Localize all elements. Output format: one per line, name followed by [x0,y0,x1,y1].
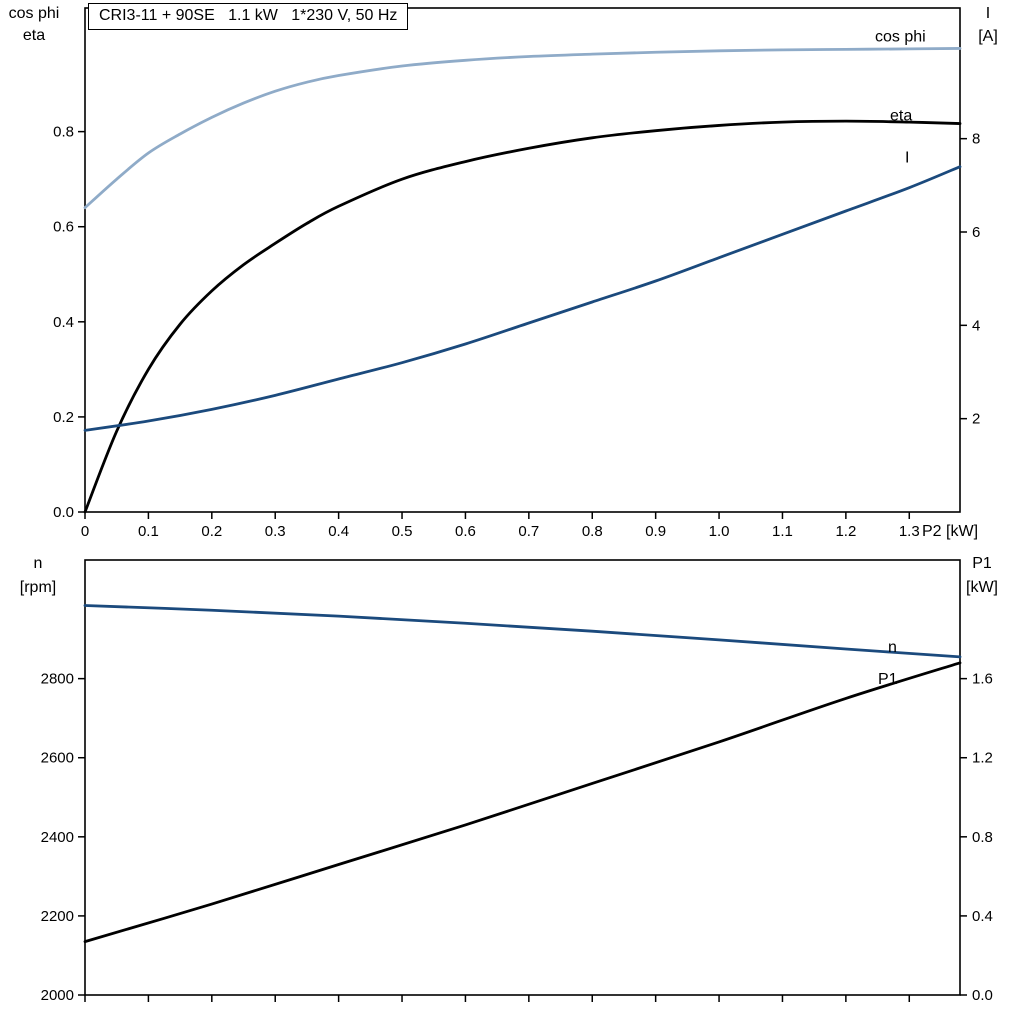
top-chart-right-axis-label-current: I [985,5,991,22]
y-left-tick-label: 2800 [41,671,74,688]
y-right-tick-label: 8 [972,131,980,148]
x-tick-label: 0.6 [455,523,476,540]
y-left-tick-label: 2200 [41,908,74,925]
chart-top: 0 0.1 0.2 0.3 0.4 0.5 0.6 0.7 0.8 0.9 1.0 1.1 1.2 1.3… [53,7,980,540]
top-chart-right-axis-unit-amps: [A] [978,28,998,45]
x-tick-label: 1.1 [772,523,793,540]
y-right-tick-label: 0.0 [972,987,993,1004]
curve-p1 [83,661,962,944]
x-tick-label: 1.3 [899,523,920,540]
top-chart-left-axis-label-eta: eta [22,27,46,44]
x-tick-label: 0.4 [328,523,349,540]
y-right-tick-label: 0.8 [972,829,993,846]
curve-label-cos-phi: cos phi [875,28,926,45]
y-left-tick-label: 0.6 [53,219,74,236]
curve-eta [83,119,962,514]
y-left-tick-label: 2600 [41,750,74,767]
x-tick-label: 0.9 [645,523,666,540]
plot-frame [84,7,961,513]
x-tick-label: 1.0 [709,523,730,540]
y-right-tick-label: 2 [972,411,980,428]
y-left-tick-label: 0.8 [53,124,74,141]
y-right-tick-label: 1.6 [972,671,993,688]
chart-bottom: 2000 2200 2400 2600 2800 0.0 0.4 0.8 1.2 1.6 n P1 [41,559,993,1004]
curve-cos-phi [83,47,962,210]
y-right-tick-label: 1.2 [972,750,993,767]
x-tick-label: 0.2 [201,523,222,540]
x-tick-label: 0.8 [582,523,603,540]
y-right-tick-label: 0.4 [972,908,993,925]
curve-label-eta: eta [890,108,912,125]
curve-label-n: n [888,639,897,656]
x-tick-label: 0 [81,523,89,540]
x-tick-label: 0.5 [392,523,413,540]
plot-frame [84,559,961,996]
y-left-tick-label: 2000 [41,987,74,1004]
curve-label-p1: P1 [878,671,898,688]
y-right-tick-label: 6 [972,224,980,241]
y-left-tick-label: 0.0 [53,504,74,521]
x-tick-label: 0.3 [265,523,286,540]
pump-title-box: CRI3-11 + 90SE 1.1 kW 1*230 V, 50 Hz [88,3,409,30]
x-tick-label: 1.2 [835,523,856,540]
y-left-tick-label: 2400 [41,829,74,846]
bottom-chart-left-axis-unit-rpm: [rpm] [19,579,57,596]
x-tick-label: 0.7 [518,523,539,540]
curve-label-i: I [905,150,909,167]
x-axis-unit-label: P2 [kW] [922,523,978,540]
curve-n [83,604,962,659]
y-right-tick-label: 4 [972,317,980,334]
curve-i [83,165,962,432]
y-left-tick-label: 0.4 [53,314,74,331]
bottom-chart-right-axis-label-power: P1 [972,555,992,572]
y-left-tick-label: 0.2 [53,409,74,426]
bottom-chart-left-axis-label-speed: n [33,555,43,572]
top-chart-left-axis-label-cosphi: cos phi [8,5,60,22]
x-tick-label: 0.1 [138,523,159,540]
bottom-chart-right-axis-unit-kw: [kW] [966,579,998,596]
